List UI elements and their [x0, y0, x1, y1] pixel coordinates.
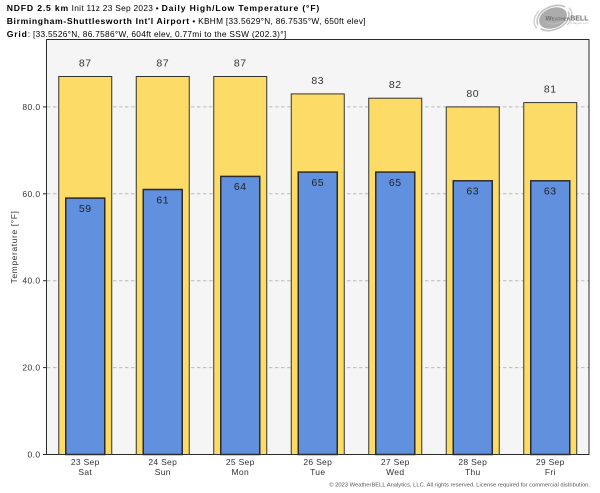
svg-text:Sun: Sun [155, 467, 171, 477]
svg-text:26 Sep: 26 Sep [303, 457, 332, 467]
svg-text:Temperature [°F]: Temperature [°F] [9, 211, 19, 284]
svg-text:Sat: Sat [78, 467, 92, 477]
svg-text:0.0: 0.0 [27, 450, 40, 460]
svg-text:23 Sep: 23 Sep [71, 457, 100, 467]
svg-text:Fri: Fri [545, 467, 556, 477]
svg-text:64: 64 [234, 181, 247, 193]
svg-text:Analytics LLC: Analytics LLC [570, 21, 589, 25]
svg-text:Tue: Tue [310, 467, 325, 477]
svg-text:87: 87 [234, 58, 247, 70]
svg-text:60.0: 60.0 [22, 189, 40, 199]
svg-text:40.0: 40.0 [22, 276, 40, 286]
svg-text:82: 82 [389, 79, 402, 91]
svg-text:20.0: 20.0 [22, 363, 40, 373]
svg-text:80.0: 80.0 [22, 102, 40, 112]
svg-text:87: 87 [79, 58, 92, 70]
svg-text:Wed: Wed [386, 467, 404, 477]
svg-text:65: 65 [311, 177, 324, 189]
svg-text:WEATHERBELL: WEATHERBELL [546, 16, 590, 23]
svg-text:81: 81 [544, 84, 557, 96]
svg-text:29 Sep: 29 Sep [536, 457, 565, 467]
svg-text:Birmingham-Shuttlesworth Int'l: Birmingham-Shuttlesworth Int'l Airport •… [7, 16, 366, 26]
svg-text:Grid: [33.5526°N, 86.7586°W, 6: Grid: [33.5526°N, 86.7586°W, 604ft elev,… [7, 29, 287, 39]
svg-text:28 Sep: 28 Sep [458, 457, 487, 467]
svg-text:Mon: Mon [232, 467, 249, 477]
svg-text:63: 63 [466, 186, 479, 198]
svg-text:59: 59 [79, 203, 92, 215]
svg-text:87: 87 [156, 58, 169, 70]
svg-text:83: 83 [311, 75, 324, 87]
svg-text:© 2023 WeatherBELL Analytics,: © 2023 WeatherBELL Analytics, LLC. All r… [329, 482, 590, 489]
svg-text:65: 65 [389, 177, 402, 189]
svg-text:NDFD 2.5 km Init 11z 23 Sep 20: NDFD 2.5 km Init 11z 23 Sep 2023 • Daily… [7, 3, 320, 13]
svg-text:Thu: Thu [465, 467, 481, 477]
svg-text:24 Sep: 24 Sep [148, 457, 177, 467]
svg-text:63: 63 [544, 186, 557, 198]
svg-text:27 Sep: 27 Sep [381, 457, 410, 467]
svg-text:25 Sep: 25 Sep [226, 457, 255, 467]
svg-text:80: 80 [466, 88, 479, 100]
svg-text:61: 61 [156, 194, 169, 206]
